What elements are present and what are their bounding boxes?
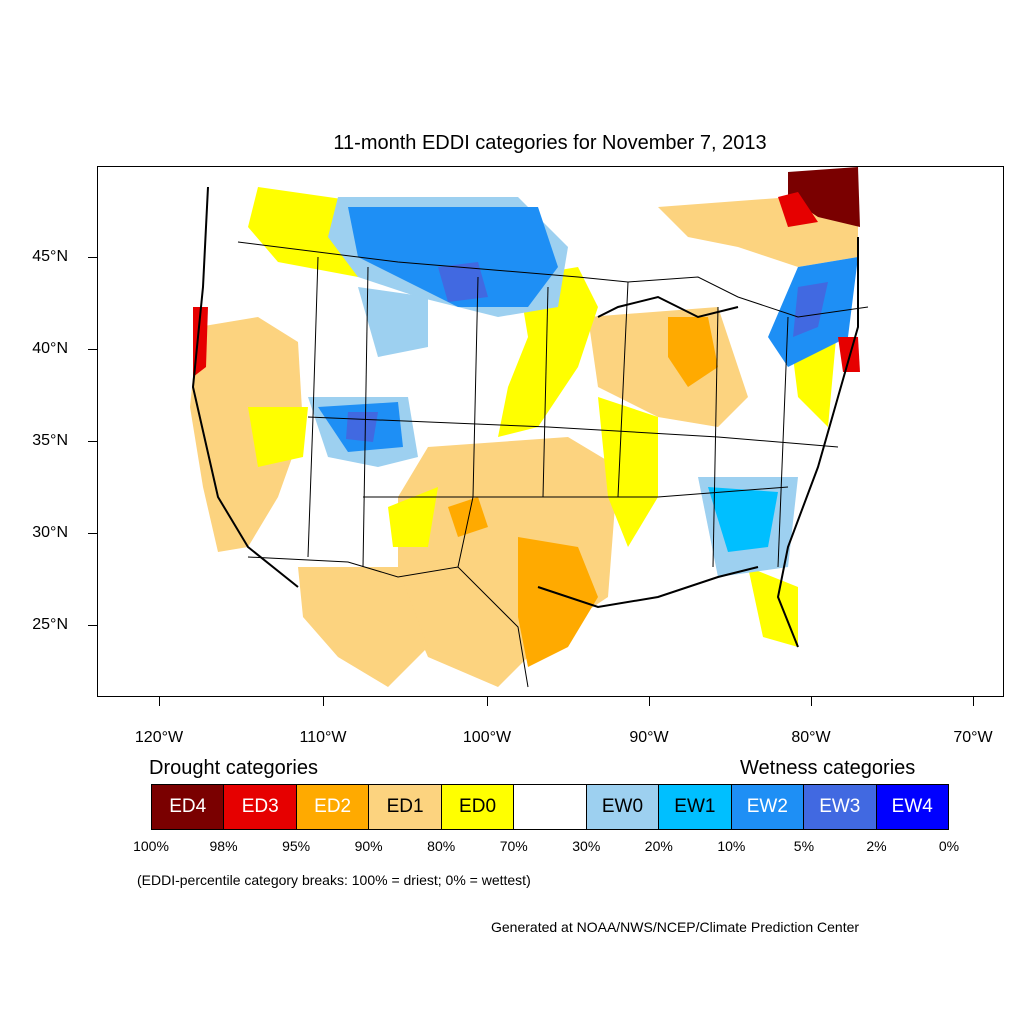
coastline	[191, 186, 859, 648]
legend-colorbar: ED4 ED3 ED2 ED1 ED0 EW0 EW1 EW2 EW3 EW4	[151, 784, 949, 830]
legend-cell: EW4	[876, 785, 948, 829]
lon-label-110: 110°W	[299, 729, 347, 746]
legend-cell: EW0	[586, 785, 660, 829]
lon-tick	[973, 697, 974, 706]
legend-cell	[514, 785, 587, 829]
legend-cell: ED2	[296, 785, 370, 829]
political-boundaries	[237, 241, 869, 688]
legend-cell: EW1	[659, 785, 732, 829]
drought-heading: Drought categories	[149, 757, 318, 779]
eddi-map	[190, 167, 869, 688]
break-label: 70%	[499, 838, 528, 854]
break-label: 2%	[866, 838, 887, 854]
break-label: 20%	[644, 838, 673, 854]
lat-tick	[88, 349, 97, 350]
lat-label-30: 30°N	[32, 524, 68, 541]
legend-cell: ED3	[224, 785, 297, 829]
lat-label-35: 35°N	[32, 432, 68, 449]
legend-cell: ED1	[369, 785, 442, 829]
lat-label-45: 45°N	[32, 248, 68, 265]
break-label: 30%	[572, 838, 601, 854]
map-frame	[97, 166, 1004, 697]
breaks-note: (EDDI-percentile category breaks: 100% =…	[137, 872, 531, 888]
break-label: 98%	[209, 838, 238, 854]
break-label: 90%	[354, 838, 383, 854]
credit-line: Generated at NOAA/NWS/NCEP/Climate Predi…	[491, 919, 860, 935]
lon-label-120: 120°W	[134, 729, 184, 746]
lon-label-70: 70°W	[953, 729, 993, 746]
legend-cell: ED4	[152, 785, 225, 829]
break-label: 95%	[282, 838, 311, 854]
lon-label-80: 80°W	[791, 729, 831, 746]
break-label: 100%	[133, 838, 169, 854]
lon-tick	[811, 697, 812, 706]
lat-tick	[88, 257, 97, 258]
lon-label-100: 100°W	[462, 729, 512, 746]
lon-tick	[323, 697, 324, 706]
break-label: 80%	[427, 838, 456, 854]
lat-label-40: 40°N	[32, 340, 68, 357]
legend-cell: EW2	[731, 785, 805, 829]
lat-tick	[88, 625, 97, 626]
lon-tick	[487, 697, 488, 706]
wetness-heading: Wetness categories	[740, 757, 916, 779]
lon-label-90: 90°W	[629, 729, 669, 746]
map-title: 11-month EDDI categories for November 7,…	[333, 132, 767, 154]
break-label: 5%	[793, 838, 815, 854]
lon-tick	[159, 697, 160, 706]
legend-cell: EW3	[804, 785, 877, 829]
lat-tick	[88, 533, 97, 534]
lat-tick	[88, 441, 97, 442]
lon-tick	[649, 697, 650, 706]
legend-cell: ED0	[441, 785, 515, 829]
eddi-shading	[190, 167, 860, 687]
break-label: 0%	[938, 838, 960, 854]
break-label: 10%	[717, 838, 746, 854]
lat-label-25: 25°N	[32, 616, 68, 633]
